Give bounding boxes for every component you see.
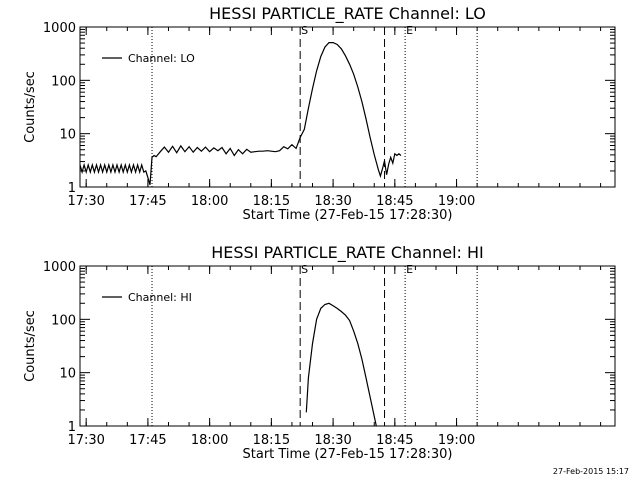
y-tick-label: 10 (59, 367, 76, 382)
series-line (305, 302, 377, 427)
chart-title: HESSI PARTICLE_RATE Channel: HI (211, 243, 484, 263)
x-axis-label: Start Time (27-Feb-15 17:28:30) (243, 447, 453, 462)
y-tick-label: 1000 (43, 21, 76, 36)
plot-frame (79, 265, 616, 427)
x-tick-label: 18:45 (376, 194, 413, 209)
x-tick-label: 17:45 (129, 433, 166, 448)
legend-label: Channel: HI (128, 291, 192, 304)
x-tick-label: 19:00 (438, 433, 475, 448)
y-tick-label: 1 (68, 181, 76, 196)
x-tick-label: 18:00 (191, 194, 228, 209)
x-tick-label: 17:30 (67, 194, 104, 209)
x-tick-label: 18:15 (253, 194, 290, 209)
x-tick-label: 18:30 (314, 194, 351, 209)
chart-title: HESSI PARTICLE_RATE Channel: LO (209, 4, 486, 24)
timestamp: 27-Feb-2015 15:17 (553, 467, 629, 476)
series-line (79, 42, 402, 185)
plot-frame (79, 26, 616, 188)
y-tick-label: 10 (59, 128, 76, 143)
x-tick-label: 18:15 (253, 433, 290, 448)
y-tick-label: 100 (51, 313, 76, 328)
x-tick-label: 17:30 (67, 433, 104, 448)
x-tick-label: 18:45 (376, 433, 413, 448)
marker-label: E (406, 24, 413, 37)
y-axis-label: Counts/sec (23, 71, 38, 143)
marker-label: S (301, 263, 308, 276)
x-axis-label: Start Time (27-Feb-15 17:28:30) (243, 208, 453, 223)
x-tick-label: 19:00 (438, 194, 475, 209)
y-tick-label: 1000 (43, 260, 76, 275)
marker-label: E (406, 263, 413, 276)
legend-label: Channel: LO (128, 52, 195, 65)
y-axis-label: Counts/sec (23, 310, 38, 382)
x-tick-label: 17:45 (129, 194, 166, 209)
y-tick-label: 1 (68, 420, 76, 435)
x-tick-label: 18:00 (191, 433, 228, 448)
hi-channel-panel: HESSI PARTICLE_RATE Channel: HI 1 10 100 100… (23, 243, 616, 462)
x-tick-label: 18:30 (314, 433, 351, 448)
y-tick-label: 100 (51, 74, 76, 89)
marker-label: S (301, 24, 308, 37)
lo-channel-panel: HESSI PARTICLE_RATE Channel: LO 1 10 100 100… (23, 4, 616, 223)
